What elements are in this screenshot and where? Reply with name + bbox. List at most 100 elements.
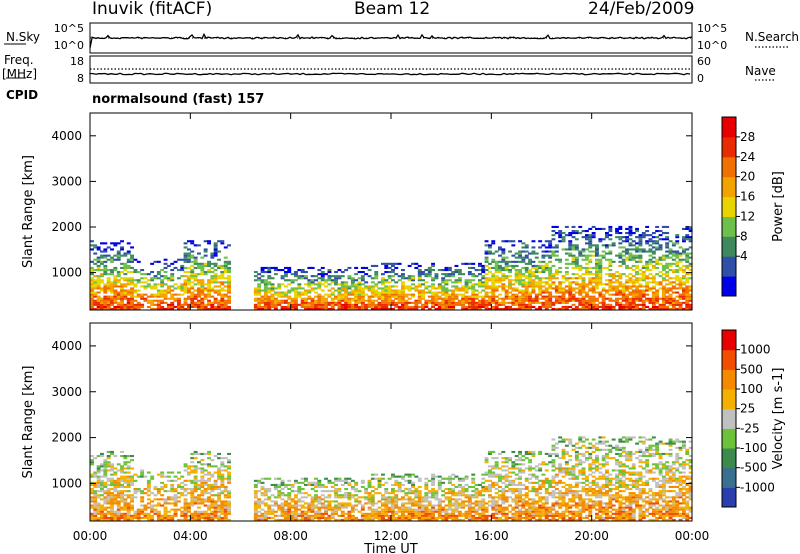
echo-cell [685,256,690,259]
echo-cell [136,301,141,304]
echo-cell [387,492,392,495]
echo-cell [96,485,101,488]
echo-cell [514,281,519,284]
echo-cell [578,250,583,253]
echo-cell [641,279,646,282]
echo-cell [197,496,201,499]
echo-cell [280,508,285,511]
echo-cell [601,297,606,300]
echo-cell [227,508,231,511]
echo-cell [203,297,208,300]
echo-cell [374,492,379,495]
echo-cell [494,303,499,306]
echo-cell [628,301,633,304]
echo-cell [404,510,409,513]
echo-cell [521,260,526,263]
echo-cell [123,283,128,286]
echo-cell [538,301,543,304]
echo-cell [558,285,563,288]
echo-cell [414,488,419,491]
echo-cell [451,504,456,507]
echo-cell [280,488,285,491]
echo-cell [294,303,298,306]
echo-cell [407,514,412,517]
echo-cell [163,297,168,300]
echo-cell [404,514,409,517]
echo-cell [113,502,118,505]
echo-cell [581,287,586,290]
echo-cell [166,479,171,482]
echo-cell [123,277,128,280]
echo-cell [163,498,168,501]
echo-cell [671,285,676,288]
echo-cell [90,289,94,292]
echo-cell [183,301,188,304]
echo-cell [354,307,359,310]
echo-cell [126,481,131,484]
echo-cell [320,498,325,501]
echo-cell [367,516,372,519]
echo-cell [467,485,472,488]
echo-cell [140,305,145,308]
echo-cell [688,277,693,280]
echo-cell [130,293,134,296]
echo-cell [608,258,613,261]
echo-cell [287,307,292,310]
echo-cell [327,279,332,282]
echo-cell [187,492,191,495]
echo-cell [491,275,496,278]
echo-cell [454,506,459,509]
echo-cell [220,475,225,478]
echo-cell [635,299,639,302]
echo-cell [340,506,345,509]
echo-cell [685,260,690,263]
echo-cell [310,506,315,509]
echo-cell [671,281,676,284]
echo-cell [193,467,198,470]
echo-cell [354,516,359,519]
echo-cell [377,483,382,486]
echo-cell [397,475,402,478]
echo-cell [488,252,492,255]
echo-cell [294,481,298,484]
echo-cell [491,281,496,284]
echo-cell [501,518,506,521]
echo-cell [671,307,676,310]
echo-cell [153,287,158,290]
echo-cell [514,301,519,304]
echo-cell [591,250,596,253]
echo-cell [645,250,650,253]
echo-cell [123,297,128,300]
echo-cell [90,512,94,515]
echo-cell [310,510,315,513]
echo-cell [113,291,118,294]
echo-cell [314,287,318,290]
echo-cell [581,305,586,308]
echo-cell [217,457,221,460]
echo-cell [585,285,589,288]
echo-cell [183,258,188,261]
echo-cell [213,504,218,507]
echo-cell [531,283,536,286]
echo-cell [548,299,553,302]
echo-cell [310,500,315,503]
echo-cell [578,297,583,300]
echo-cell [253,271,258,274]
echo-cell [618,277,623,280]
echo-cell [200,301,205,304]
echo-cell [187,266,191,269]
echo-cell [514,488,519,491]
echo-cell [130,289,134,292]
echo-cell [578,252,583,255]
echo-cell [391,293,395,296]
echo-cell [578,289,583,292]
echo-cell [317,273,322,276]
echo-cell [163,266,168,269]
echo-cell [103,502,108,505]
echo-cell [350,307,355,310]
echo-cell [110,510,114,513]
echo-cell [568,252,573,255]
echo-cell [173,283,178,286]
echo-cell [287,266,292,269]
echo-cell [387,277,392,280]
